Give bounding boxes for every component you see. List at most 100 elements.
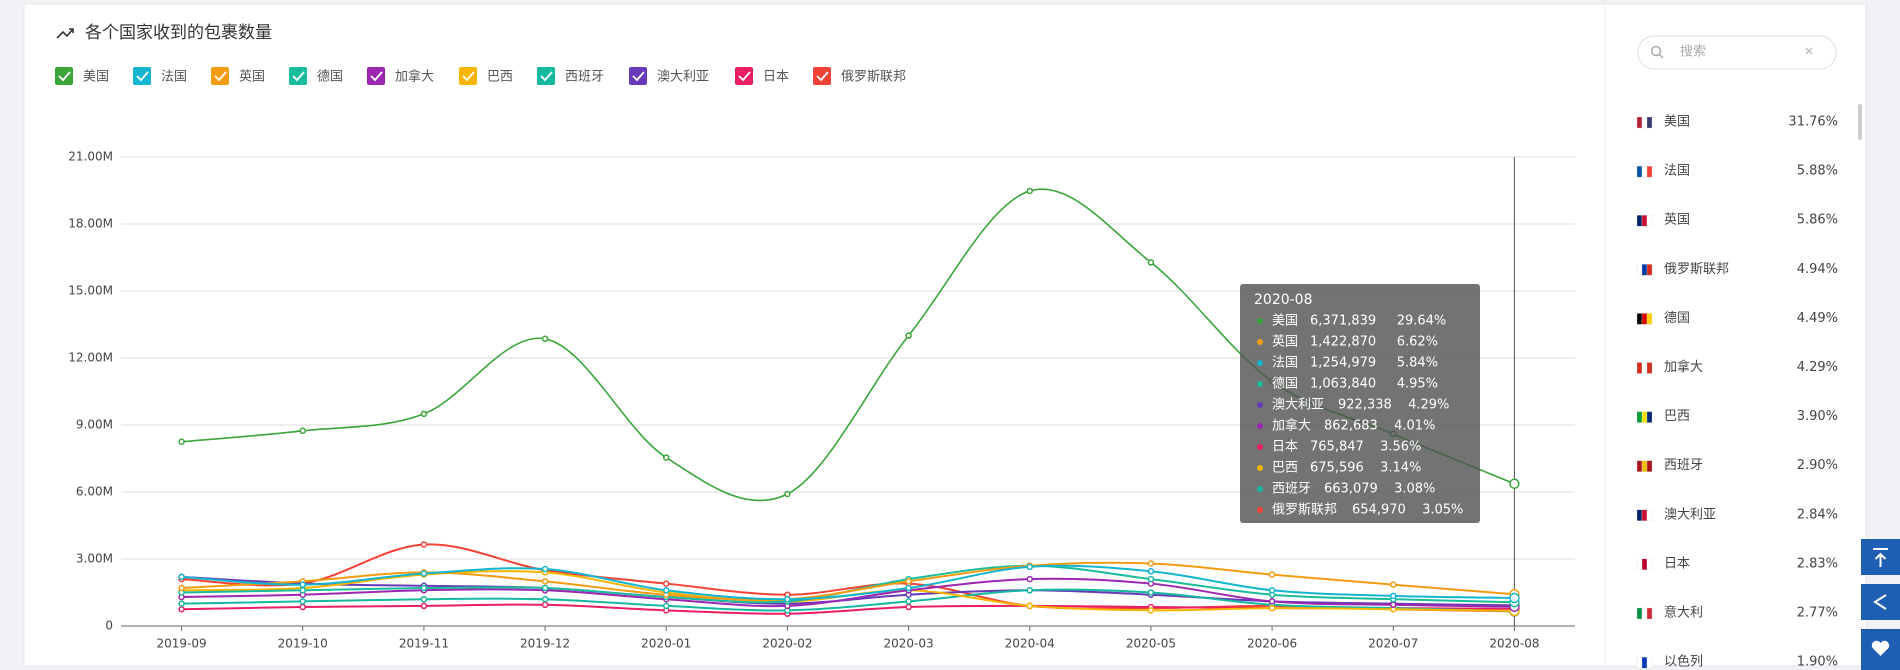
country-name[interactable]: 意大利 [1664,605,1703,621]
data-point[interactable] [1390,592,1397,600]
country-name[interactable]: 以色列 [1664,654,1703,670]
data-point[interactable] [541,595,549,603]
data-point[interactable] [1026,587,1033,594]
flag [1646,558,1653,571]
data-point[interactable] [1147,575,1155,583]
legend-checkbox[interactable] [735,67,753,85]
legend-label[interactable]: 英国 [239,70,265,85]
data-point[interactable] [1268,604,1276,612]
country-name[interactable]: 美国 [1664,115,1690,130]
tooltip-dot [1257,507,1263,513]
data-point[interactable] [1026,563,1033,571]
data-point[interactable] [1147,560,1155,567]
data-point[interactable] [905,598,912,605]
country-name[interactable]: 德国 [1664,311,1690,326]
search-icon [1650,45,1662,57]
data-point[interactable] [663,587,670,594]
legend-label[interactable]: 日本 [763,70,789,85]
country-name[interactable]: 法国 [1664,164,1690,179]
clear-icon[interactable] [1805,47,1813,55]
series-line [181,577,1515,608]
data-point[interactable] [663,602,670,610]
data-point[interactable] [663,580,670,587]
data-point[interactable] [1390,601,1397,609]
data-point[interactable] [420,570,428,577]
legend-checkbox[interactable] [629,67,647,85]
data-point[interactable] [1390,581,1397,588]
country-name[interactable]: 俄罗斯联邦 [1664,262,1729,277]
data-point[interactable] [784,490,791,498]
tooltip-name: 美国 [1272,314,1298,329]
country-name[interactable]: 日本 [1664,556,1690,571]
data-point[interactable] [1026,187,1033,195]
data-point[interactable] [541,578,549,585]
data-point[interactable] [905,584,912,592]
x-tick-label: 2019-10 [278,637,328,651]
data-point[interactable] [178,573,185,581]
country-name[interactable]: 西班牙 [1664,458,1703,473]
tooltip-dot [1257,486,1263,492]
legend-checkbox[interactable] [537,67,555,85]
data-point[interactable] [178,600,185,607]
data-point[interactable] [541,335,549,343]
data-point[interactable] [1509,478,1520,489]
legend-label[interactable]: 俄罗斯联邦 [841,70,906,85]
data-point[interactable] [420,410,428,418]
legend-label[interactable]: 西班牙 [565,70,604,85]
legend-label[interactable]: 德国 [317,70,343,85]
data-point[interactable] [784,595,791,603]
data-point[interactable] [299,587,306,594]
data-point[interactable] [299,598,306,605]
data-point[interactable] [299,427,306,435]
data-point[interactable] [1147,589,1155,596]
legend-checkbox[interactable] [813,67,831,85]
share-button[interactable] [1861,584,1900,620]
legend-label[interactable]: 巴西 [487,70,513,85]
flag [1636,362,1643,374]
data-point[interactable] [299,603,306,611]
data-point[interactable] [1268,598,1276,605]
legend-checkbox[interactable] [55,67,73,85]
flag [1636,215,1643,227]
search-box[interactable] [1637,35,1837,70]
data-point[interactable] [1026,575,1033,583]
legend-label[interactable]: 美国 [83,70,109,85]
data-point[interactable] [541,565,549,573]
legend-checkbox[interactable] [211,67,229,85]
data-point[interactable] [178,606,185,613]
legend-label[interactable]: 澳大利亚 [657,69,709,85]
data-point[interactable] [1147,607,1155,614]
data-point[interactable] [1147,568,1155,575]
data-point[interactable] [178,584,185,592]
legend-checkbox[interactable] [459,67,477,85]
flag [1641,509,1648,521]
data-point[interactable] [1268,571,1276,578]
data-point[interactable] [420,541,428,548]
data-point[interactable] [178,438,185,445]
data-point[interactable] [1268,587,1276,594]
legend-label[interactable]: 法国 [161,70,187,85]
data-point[interactable] [905,578,912,585]
data-point[interactable] [541,601,549,609]
country-name[interactable]: 巴西 [1664,409,1690,424]
data-point[interactable] [420,584,428,592]
data-point[interactable] [420,595,428,603]
data-point[interactable] [905,332,912,339]
data-point[interactable] [541,584,549,592]
data-point[interactable] [420,602,428,610]
data-point[interactable] [1026,602,1033,610]
legend-checkbox[interactable] [367,67,385,85]
country-name[interactable]: 英国 [1664,213,1690,228]
data-point[interactable] [1509,592,1520,604]
data-point[interactable] [299,581,306,588]
tooltip-share: 29.64% [1397,314,1447,329]
data-point[interactable] [905,603,912,611]
legend-label[interactable]: 加拿大 [395,69,434,85]
legend-checkbox[interactable] [133,67,151,85]
legend-checkbox[interactable] [289,67,307,85]
country-name[interactable]: 澳大利亚 [1664,506,1716,522]
data-point[interactable] [663,454,670,461]
data-point[interactable] [1147,259,1155,266]
country-name[interactable]: 加拿大 [1664,359,1703,375]
tooltip-share: 3.05% [1422,503,1463,518]
